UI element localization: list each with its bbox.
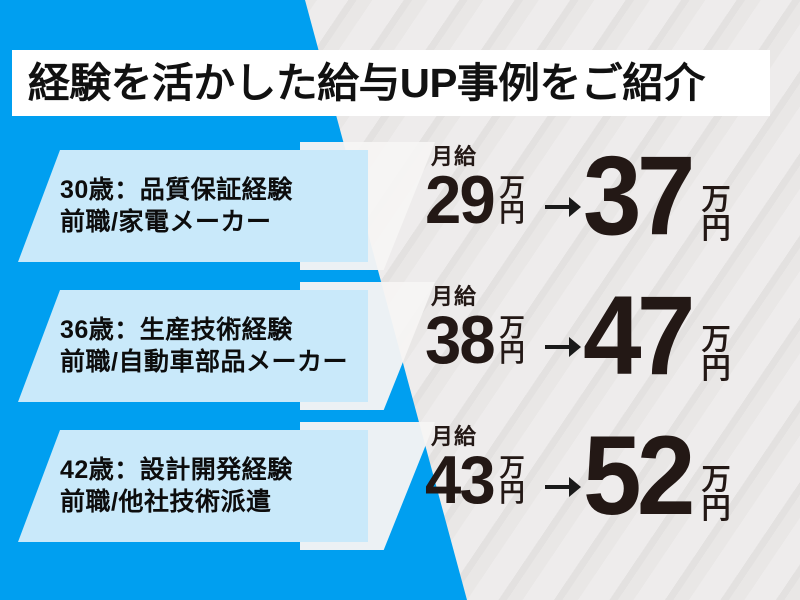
salary-after-group: 47 万 円 — [583, 273, 731, 398]
salary-before-unit: 万 円 — [500, 456, 525, 506]
unit-man-char: 万 — [701, 464, 731, 496]
monthly-salary-label: 月給 — [431, 284, 478, 309]
unit-yen-char: 円 — [499, 339, 525, 367]
salary-before-group: 38 万 円 — [425, 302, 525, 378]
unit-man-char: 万 — [499, 174, 525, 202]
arrow-right-icon — [545, 477, 581, 497]
case-row: 42歳：設計開発経験 前職/他社技術派遣 月給 43 万 円 52 万 円 — [0, 413, 800, 550]
unit-man-char: 万 — [499, 314, 525, 342]
case-profile-card: 36歳：生産技術経験 前職/自動車部品メーカー — [18, 290, 368, 402]
salary-after-unit: 万 円 — [702, 326, 731, 384]
case-profile-card: 30歳：品質保証経験 前職/家電メーカー — [18, 150, 368, 262]
unit-man-char: 万 — [499, 454, 525, 482]
unit-yen-char: 円 — [499, 479, 525, 507]
salary-after-value: 52 — [583, 413, 695, 538]
unit-man-char: 万 — [701, 324, 731, 356]
unit-yen-char: 円 — [499, 199, 525, 227]
salary-after-group: 52 万 円 — [583, 413, 731, 538]
salary-before-group: 43 万 円 — [425, 442, 525, 518]
salary-after-unit: 万 円 — [702, 466, 731, 524]
salary-after-unit: 万 円 — [702, 186, 731, 244]
salary-after-value: 47 — [583, 273, 695, 398]
case-profile-age-experience: 42歳：設計開発経験 — [60, 456, 293, 484]
case-profile-age-experience: 36歳：生産技術経験 — [60, 316, 293, 344]
unit-yen-char: 円 — [701, 493, 731, 525]
case-profile-previous-job: 前職/自動車部品メーカー — [60, 348, 348, 376]
title-banner: 経験を活かした給与UP事例をご紹介 — [12, 50, 770, 116]
salary-before-unit: 万 円 — [500, 176, 525, 226]
salary-figures: 月給 29 万 円 37 万 円 — [425, 133, 800, 270]
case-row: 36歳：生産技術経験 前職/自動車部品メーカー 月給 38 万 円 47 万 — [0, 273, 800, 410]
monthly-salary-label: 月給 — [431, 424, 478, 449]
unit-yen-char: 円 — [701, 213, 731, 245]
page-title: 経験を活かした給与UP事例をご紹介 — [28, 59, 705, 106]
monthly-salary-label: 月給 — [431, 144, 478, 169]
salary-before-unit: 万 円 — [500, 316, 525, 366]
case-profile-previous-job: 前職/他社技術派遣 — [60, 488, 272, 516]
salary-before-value: 29 — [425, 162, 496, 238]
salary-before-group: 29 万 円 — [425, 162, 525, 238]
salary-after-group: 37 万 円 — [583, 133, 731, 258]
case-profile-age-experience: 30歳：品質保証経験 — [60, 176, 293, 204]
salary-figures: 月給 43 万 円 52 万 円 — [425, 413, 800, 550]
unit-yen-char: 円 — [701, 353, 731, 385]
salary-after-value: 37 — [583, 133, 695, 258]
salary-before-value: 43 — [425, 442, 496, 518]
case-profile-card: 42歳：設計開発経験 前職/他社技術派遣 — [18, 430, 368, 542]
salary-before-value: 38 — [425, 302, 496, 378]
arrow-right-icon — [545, 197, 581, 217]
case-row: 30歳：品質保証経験 前職/家電メーカー 月給 29 万 円 37 万 円 — [0, 133, 800, 270]
case-profile-previous-job: 前職/家電メーカー — [60, 208, 272, 236]
salary-figures: 月給 38 万 円 47 万 円 — [425, 273, 800, 410]
unit-man-char: 万 — [701, 184, 731, 216]
arrow-right-icon — [545, 337, 581, 357]
